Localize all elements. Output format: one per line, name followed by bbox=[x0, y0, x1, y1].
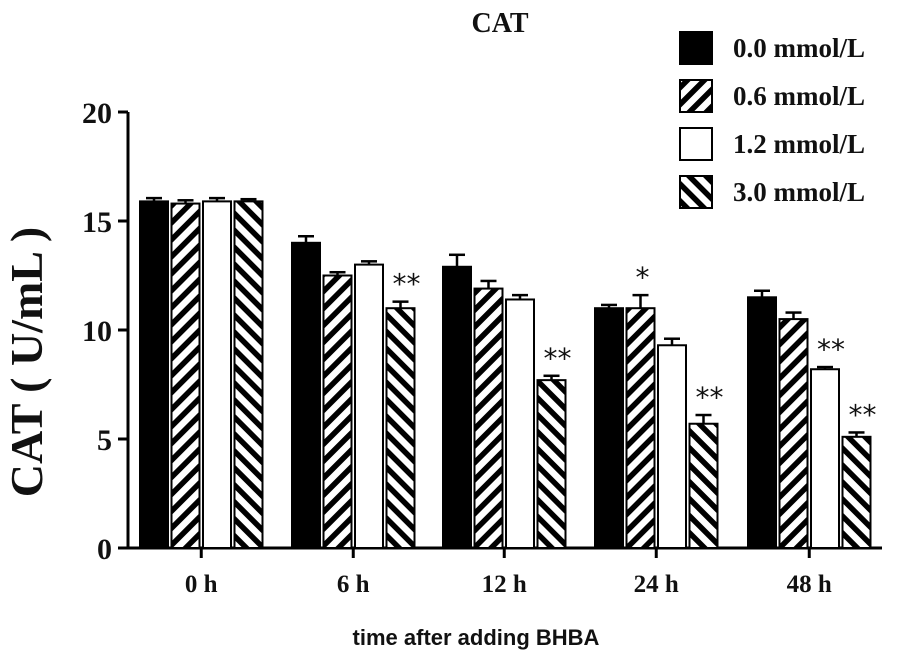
bar-24-h-0-0-mmol-l bbox=[594, 307, 624, 550]
significance-marker: ** bbox=[849, 398, 877, 431]
bars-layer bbox=[139, 196, 872, 550]
x-axis-ticks: 0 h 6 h 12 h 24 h 48 h bbox=[185, 548, 832, 598]
significance-marker: ** bbox=[817, 333, 845, 366]
bar-6-h-3-0-mmol-l bbox=[385, 307, 416, 550]
legend-label: 0.0 mmol/L bbox=[733, 33, 865, 63]
y-tick-label: 15 bbox=[82, 206, 112, 239]
significance-marker: * bbox=[636, 261, 650, 294]
significance-annotations: *********** bbox=[393, 261, 877, 431]
legend-label: 1.2 mmol/L bbox=[733, 129, 865, 159]
x-tick-label: 24 h bbox=[634, 571, 679, 598]
y-tick-label: 10 bbox=[82, 315, 112, 348]
legend-swatch-3-0-mmol-l bbox=[679, 175, 713, 209]
legend-swatch-1-2-mmol-l bbox=[679, 127, 713, 161]
bar-0-h-3-0-mmol-l bbox=[233, 200, 264, 549]
bar-6-h-1-2-mmol-l bbox=[354, 263, 384, 549]
bar-12-h-3-0-mmol-l bbox=[536, 379, 567, 550]
y-tick-label: 0 bbox=[97, 533, 112, 566]
legend-swatch-0-6-mmol-l bbox=[679, 79, 713, 113]
bar-0-h-0-6-mmol-l bbox=[170, 202, 201, 549]
bar-24-h-1-2-mmol-l bbox=[657, 344, 687, 550]
y-axis-label: CAT ( U/mL ) bbox=[1, 227, 52, 497]
bar-24-h-3-0-mmol-l bbox=[688, 422, 719, 549]
x-tick-label: 12 h bbox=[482, 571, 527, 598]
x-axis-label: time after adding BHBA bbox=[353, 625, 600, 650]
x-tick-label: 0 h bbox=[185, 571, 218, 598]
bar-48-h-1-2-mmol-l bbox=[810, 368, 840, 549]
bar-0-h-1-2-mmol-l bbox=[202, 200, 232, 549]
bar-48-h-0-0-mmol-l bbox=[747, 296, 777, 549]
bar-6-h-0-0-mmol-l bbox=[291, 241, 321, 550]
legend-label: 3.0 mmol/L bbox=[733, 177, 865, 207]
significance-marker: ** bbox=[696, 381, 724, 414]
bar-24-h-0-6-mmol-l bbox=[625, 307, 656, 550]
legend-swatch-0-0-mmol-l bbox=[679, 31, 713, 65]
bar-6-h-0-6-mmol-l bbox=[322, 274, 353, 549]
y-axis-ticks: 0 5 10 15 20 bbox=[82, 97, 128, 566]
bar-12-h-0-0-mmol-l bbox=[442, 265, 472, 549]
bar-12-h-0-6-mmol-l bbox=[473, 287, 504, 549]
y-tick-label: 5 bbox=[97, 424, 112, 457]
bar-0-h-0-0-mmol-l bbox=[139, 200, 169, 549]
bar-48-h-0-6-mmol-l bbox=[778, 318, 809, 549]
x-tick-label: 48 h bbox=[787, 571, 832, 598]
legend: 0.0 mmol/L 0.6 mmol/L 1.2 mmol/L 3.0 mmol/L bbox=[679, 31, 865, 209]
y-tick-label: 20 bbox=[82, 97, 112, 130]
legend-label: 0.6 mmol/L bbox=[733, 81, 865, 111]
bar-12-h-1-2-mmol-l bbox=[505, 298, 535, 550]
chart-title: CAT bbox=[471, 8, 528, 39]
bar-48-h-3-0-mmol-l bbox=[841, 435, 872, 550]
x-tick-label: 6 h bbox=[337, 571, 370, 598]
significance-marker: ** bbox=[544, 342, 572, 375]
significance-marker: ** bbox=[393, 268, 421, 301]
